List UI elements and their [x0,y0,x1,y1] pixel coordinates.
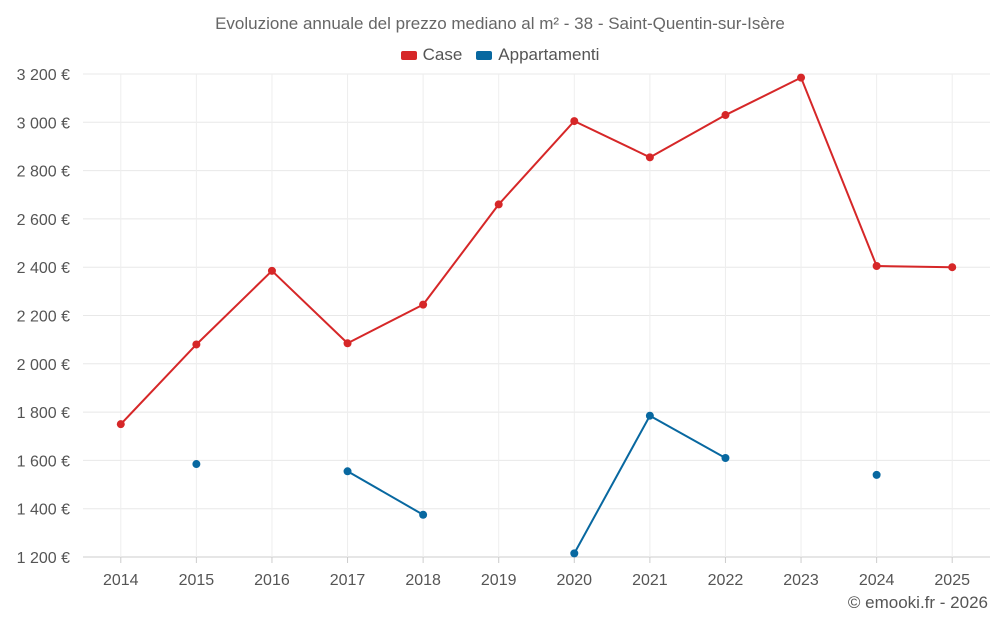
series-case-line-segment [195,269,273,346]
series-case-line-segment [573,120,651,159]
y-tick-label: 3 000 € [17,115,70,132]
legend-label-case: Case [422,45,463,64]
x-tick-label: 2022 [708,572,744,589]
legend-label-appartamenti: Appartamenti [498,45,600,64]
y-tick-label: 1 400 € [17,502,70,519]
x-tick-label: 2015 [179,572,215,589]
series-case-line-segment [119,343,198,426]
y-tick-label: 1 200 € [17,550,70,567]
series-case-point[interactable] [116,420,125,429]
x-tick-label: 2021 [632,572,668,589]
legend-item-case[interactable]: Case [400,45,463,65]
series-appartamenti-line-segment [346,470,425,516]
x-tick-label: 2023 [783,572,819,589]
y-tick-label: 3 200 € [17,67,70,84]
series-case-point[interactable] [721,111,730,120]
x-tick-label: 2025 [934,572,970,589]
series-case-line-segment [346,303,425,345]
x-tick-label: 2019 [481,572,517,589]
y-tick-label: 2 000 € [17,357,70,374]
series-case-point[interactable] [494,200,503,209]
series-case-point[interactable] [419,300,428,309]
series-appartamenti-point[interactable] [645,411,654,420]
x-tick-label: 2016 [254,572,290,589]
series-case-line-segment [497,120,576,206]
y-tick-label: 2 600 € [17,212,70,229]
series-appartamenti-point[interactable] [343,467,352,476]
legend-item-appartamenti[interactable]: Appartamenti [476,45,599,65]
series-appartamenti-point[interactable] [192,460,201,469]
series-case-point[interactable] [267,266,276,275]
y-tick-label: 1 800 € [17,405,70,422]
series-case-line-segment [648,114,727,159]
chart-title: Evoluzione annuale del prezzo mediano al… [215,14,785,33]
series-appartamenti-point[interactable] [721,453,730,462]
series-case-line-segment [800,76,878,267]
series-case-point[interactable] [645,153,654,162]
series-appartamenti-point[interactable] [419,510,428,519]
chart-legend: Case Appartamenti [0,45,1000,65]
series-appartamenti-point[interactable] [570,549,579,558]
series-case-line-segment [270,269,349,345]
y-tick-label: 2 400 € [17,260,70,277]
x-tick-label: 2017 [330,572,366,589]
series-case-point[interactable] [192,340,201,349]
x-tick-label: 2020 [556,572,592,589]
x-tick-label: 2018 [405,572,441,589]
series-case-line-segment [875,264,954,269]
series-case-line-segment [724,76,803,117]
series-appartamenti-line-segment [648,414,727,459]
series-case-point[interactable] [343,339,352,348]
copyright-credit: © emooki.fr - 2026 [847,593,988,612]
series-case-point[interactable] [948,263,957,272]
y-tick-label: 2 200 € [17,309,70,326]
legend-swatch-case [400,50,417,60]
y-tick-label: 1 600 € [17,453,70,470]
x-tick-label: 2024 [859,572,895,589]
series-case-point[interactable] [872,261,881,270]
series-case-point[interactable] [797,73,806,82]
series-appartamenti-point[interactable] [872,470,881,479]
series-case-point[interactable] [570,117,579,126]
x-tick-label: 2014 [103,572,139,589]
series-appartamenti-line-segment [573,414,651,555]
legend-swatch-appartamenti [476,50,493,60]
y-tick-label: 2 800 € [17,164,70,181]
series-case-line-segment [422,203,500,306]
